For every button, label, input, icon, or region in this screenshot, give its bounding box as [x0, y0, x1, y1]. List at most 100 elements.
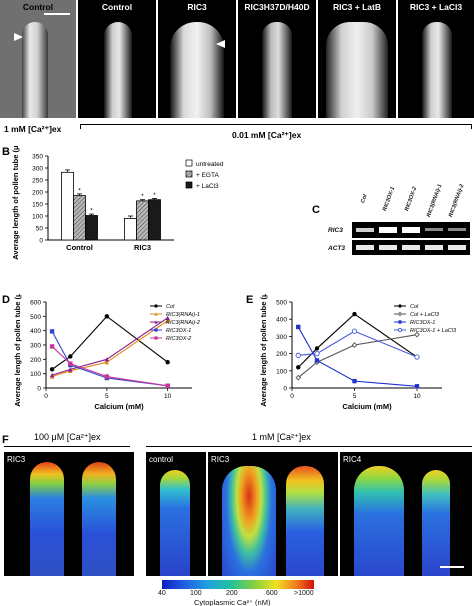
- y-tick-label: 350: [32, 154, 43, 161]
- data-point: [68, 361, 73, 366]
- micrograph-title: Control: [22, 2, 54, 12]
- image-label: control: [149, 455, 174, 464]
- y-tick-label: 100: [30, 371, 41, 378]
- white-line-scale: [44, 13, 70, 15]
- y-tick-label: 500: [30, 314, 41, 321]
- legend-label: RIC3OX-2: [166, 336, 191, 342]
- y-tick-label: 0: [37, 386, 41, 393]
- micrograph-ric3-lacl3: RIC3 + LaCl3: [398, 0, 474, 118]
- x-tick-label: RIC3: [134, 243, 151, 252]
- y-tick-label: 50: [36, 226, 44, 233]
- y-axis-label: Average length of pollen tube (μm): [11, 146, 20, 260]
- image-label: RIC3: [7, 455, 26, 464]
- y-tick-label: 200: [32, 190, 43, 197]
- legend-label: + EGTA: [196, 172, 219, 179]
- data-point: [314, 346, 320, 351]
- data-point: [104, 360, 110, 365]
- ratiometric-image-group-1: RIC3: [4, 452, 134, 576]
- gel-lane-labels: Col RIC3OX-1 RIC3OX-2 RIC3(RNAi)-1 RIC3(…: [356, 180, 474, 219]
- panel-label-e: E: [246, 294, 254, 306]
- condition-bracket: [80, 124, 472, 129]
- x-tick-label: 10: [164, 393, 172, 400]
- chart-panel-e: 0 100 200 300 400 500 0 5 10 Calcium (mM) Average …: [259, 294, 457, 411]
- micrograph-ric3: RIC3: [158, 0, 236, 118]
- legend-label: Col: [166, 304, 175, 310]
- x-axis-label: Calcium (mM): [342, 402, 392, 411]
- gel-lane-label: RIC3(RNAi)-2: [448, 183, 466, 219]
- x-tick-label: Control: [66, 243, 93, 252]
- colorbar-title: Cytoplasmic Ca²⁺ (nM): [194, 598, 271, 606]
- legend-label: Col + LaCl3: [410, 312, 440, 318]
- ratiometric-image-ric3: RIC3: [208, 452, 338, 576]
- condition-label-1mm-f: 1 mM [Ca²⁺]ex: [252, 432, 311, 442]
- legend-label: Col: [410, 304, 419, 310]
- micrograph-title: Control: [101, 2, 133, 12]
- micrograph-title: RIC3H37D/H40D: [244, 2, 310, 12]
- data-point: [314, 350, 320, 357]
- micrograph-control-1mm: Control: [0, 0, 76, 118]
- data-point: [295, 352, 301, 358]
- data-point: [68, 367, 73, 372]
- series-line: [51, 320, 168, 378]
- data-point: [414, 331, 420, 338]
- bar: [73, 195, 86, 241]
- micrograph-ric3-mutant: RIC3H37D/H40D: [238, 0, 316, 118]
- data-point: [414, 384, 420, 389]
- data-point: [165, 315, 170, 320]
- data-point: [104, 374, 110, 379]
- chart-panel-d: 0 100 200 300 400 500 600 0 5 10 Calcium (mM) Avera…: [13, 294, 200, 411]
- bar: [124, 218, 137, 241]
- x-tick-label: 10: [413, 393, 421, 400]
- y-axis-label: Average length of pollen tube (μm): [13, 294, 22, 407]
- data-point: [296, 324, 301, 330]
- data-point: [154, 320, 158, 324]
- data-point: [352, 311, 357, 317]
- condition-label-1mm: 1 mM [Ca²⁺]ex: [4, 124, 62, 134]
- legend-swatch: [185, 170, 193, 178]
- data-point: [397, 327, 403, 333]
- x-tick-label: 0: [290, 393, 294, 400]
- data-point: [154, 328, 158, 332]
- data-point: [68, 354, 73, 359]
- data-point: [397, 311, 403, 317]
- scale-bar: [440, 566, 464, 568]
- colorbar-tick: 100: [190, 590, 202, 597]
- data-point: [104, 357, 110, 362]
- legend-label: RIC3(RNAi)-2: [166, 320, 200, 326]
- series-line: [297, 334, 418, 379]
- y-tick-label: 0: [39, 238, 43, 245]
- data-point: [351, 328, 358, 334]
- data-point: [49, 372, 55, 378]
- bar: [61, 171, 74, 241]
- y-tick-label: 250: [32, 178, 43, 185]
- image-label: RIC4: [343, 455, 362, 464]
- bar: [136, 200, 149, 241]
- gel-lane-label: RIC3OX-2: [404, 186, 419, 213]
- gel-row-label: RIC3: [328, 227, 343, 234]
- data-point: [154, 304, 158, 308]
- bar: [85, 215, 98, 241]
- y-tick-label: 150: [32, 202, 43, 209]
- ratiometric-image-ric4: RIC4: [340, 452, 472, 576]
- y-tick-label: 100: [32, 214, 43, 221]
- colorbar-tick: 40: [158, 590, 166, 597]
- y-tick-label: 300: [276, 334, 287, 341]
- gel-row-label: ACT3: [328, 245, 345, 252]
- panel-label-d: D: [2, 294, 10, 306]
- data-point: [352, 378, 357, 384]
- y-tick-label: 400: [30, 328, 41, 335]
- data-point: [154, 336, 158, 340]
- condition-label-001mm: 0.01 mM [Ca²⁺]ex: [232, 130, 302, 140]
- chart-panel-b: 0 50 100 150 200 250 300 350 Average length of p…: [11, 146, 224, 260]
- significance-asterisk: *: [78, 187, 81, 194]
- series-line: [51, 315, 168, 370]
- panel-label-c: C: [312, 204, 320, 216]
- y-tick-label: 200: [30, 357, 41, 364]
- legend-label: RIC3OX-1: [166, 328, 191, 334]
- ratiometric-image-control: control: [146, 452, 206, 576]
- series-line: [297, 326, 418, 387]
- legend-label: RIC3(RNAi)-1: [166, 312, 200, 318]
- gel-lane-label: RIC3OX-1: [382, 186, 397, 213]
- series-line: [51, 346, 168, 387]
- x-tick-label: 5: [105, 393, 109, 400]
